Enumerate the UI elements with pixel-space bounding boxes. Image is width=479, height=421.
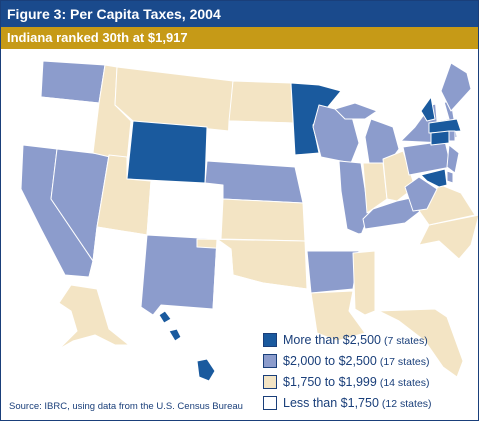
state-GA [396, 246, 444, 310]
legend-item-high: More than $2,500 (7 states) [263, 331, 475, 351]
legend-item-middle: $1,750 to $1,999 (14 states) [263, 373, 475, 393]
state-WA [40, 60, 106, 104]
state-MI-upper [334, 102, 378, 120]
state-CO [146, 180, 224, 240]
state-FL [378, 308, 464, 378]
state-MA [428, 118, 462, 134]
legend-swatch-high [263, 333, 277, 347]
state-AK [58, 284, 130, 350]
source-note: Source: IBRC, using data from the U.S. C… [9, 401, 243, 412]
state-VT [420, 96, 436, 122]
state-TX [172, 238, 318, 388]
map-legend: More than $2,500 (7 states) $2,000 to $2,… [263, 331, 475, 415]
us-map [20, 60, 478, 388]
legend-item-low: Less than $1,750 (12 states) [263, 394, 475, 414]
figure-title: Figure 3: Per Capita Taxes, 2004 [1, 1, 478, 27]
state-WV [404, 176, 438, 212]
state-KS [220, 198, 306, 242]
state-AR [306, 250, 360, 294]
state-DE [446, 170, 454, 184]
state-SD [226, 120, 296, 168]
legend-swatch-low [263, 396, 277, 410]
legend-count: (7 states) [384, 335, 428, 347]
legend-label: $1,750 to $1,999 (14 states) [283, 375, 430, 389]
legend-count: (14 states) [379, 377, 430, 389]
state-ME [440, 62, 472, 112]
state-NC [418, 214, 478, 260]
state-NJ [446, 144, 460, 174]
legend-label: More than $2,500 (7 states) [283, 333, 428, 347]
legend-swatch-upper [263, 354, 277, 368]
state-MD [420, 168, 448, 188]
figure-subtitle: Indiana ranked 30th at $1,917 [1, 27, 478, 49]
legend-label: Less than $1,750 (12 states) [283, 396, 432, 410]
legend-item-upper: $2,000 to $2,500 (17 states) [263, 352, 475, 372]
state-MS [352, 250, 376, 316]
state-ND [228, 80, 294, 124]
state-NH [434, 90, 450, 122]
state-LA [310, 290, 366, 342]
state-CT [430, 130, 450, 146]
state-HI [158, 310, 216, 382]
legend-label: $2,000 to $2,500 (17 states) [283, 354, 430, 368]
state-WY [126, 120, 208, 184]
legend-count: (12 states) [381, 398, 432, 410]
state-OR [22, 96, 100, 154]
legend-count: (17 states) [379, 356, 430, 368]
state-RI [448, 130, 456, 142]
legend-swatch-middle [263, 375, 277, 389]
